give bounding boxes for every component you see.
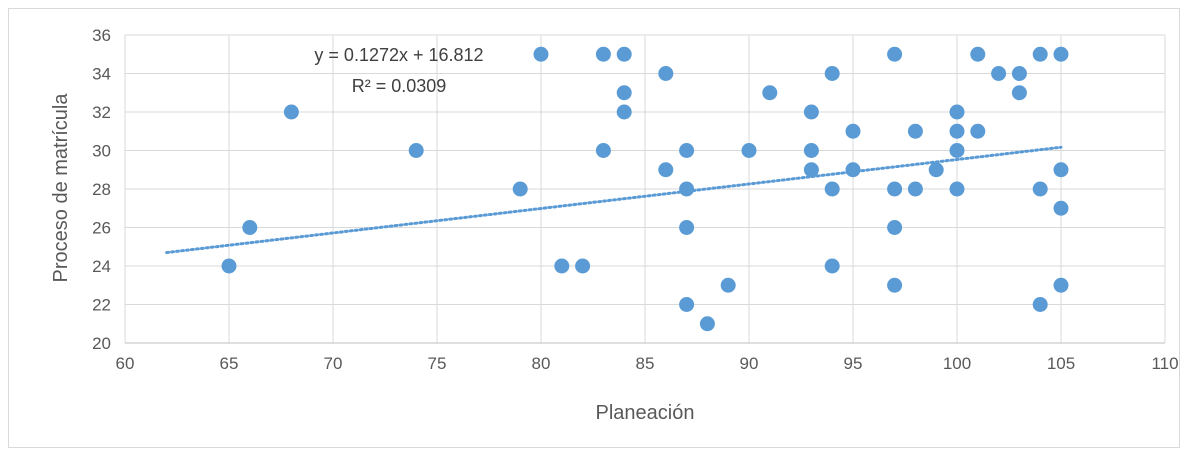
y-tick-label: 24 [92, 257, 111, 276]
data-point [616, 46, 632, 62]
data-point [887, 46, 903, 62]
data-point [408, 143, 424, 158]
data-point [512, 181, 528, 197]
data-point [887, 277, 903, 293]
data-point [533, 46, 549, 62]
y-tick-label: 20 [92, 334, 111, 353]
data-point [970, 46, 986, 62]
data-point [575, 258, 591, 274]
scatter-chart: 60 65 70 75 80 85 90 95 100 105 110 20 22 24 26 28 30 32 3… [50, 26, 1179, 424]
data-point [1032, 46, 1048, 62]
data-point [221, 258, 237, 274]
data-point [824, 66, 840, 81]
data-point [679, 297, 695, 312]
data-point [242, 220, 258, 235]
trendline-layer [165, 145, 1063, 255]
data-point [1053, 200, 1069, 216]
data-point [554, 258, 570, 274]
data-point [991, 66, 1007, 81]
x-tick-label: 100 [943, 354, 971, 373]
data-point [1053, 162, 1069, 178]
x-tick-label: 75 [428, 354, 447, 373]
linear-trendline [165, 145, 1063, 255]
data-point [658, 162, 674, 178]
data-point [658, 66, 674, 81]
x-tick-label: 105 [1047, 354, 1075, 373]
data-point [949, 143, 965, 158]
data-point [762, 85, 778, 101]
gridlines [124, 34, 1166, 344]
data-point [949, 123, 965, 139]
data-point [1032, 181, 1048, 197]
data-point [1032, 297, 1048, 312]
x-tick-label: 80 [532, 354, 551, 373]
data-point [928, 162, 944, 178]
data-point [907, 181, 923, 197]
data-point [679, 181, 695, 197]
y-tick-label: 22 [92, 296, 111, 315]
data-point [845, 162, 861, 178]
y-tick-label: 36 [92, 26, 111, 45]
data-point [595, 143, 611, 158]
chart-area: 60 65 70 75 80 85 90 95 100 105 110 20 22 24 26 28 30 32 3… [8, 8, 1180, 448]
data-point [824, 258, 840, 274]
data-point [803, 104, 819, 120]
data-point [679, 220, 695, 235]
data-point [949, 104, 965, 120]
data-point [1053, 46, 1069, 62]
y-tick-label: 34 [92, 65, 111, 84]
y-tick-label: 28 [92, 180, 111, 199]
y-axis-title: Proceso de matrícula [50, 93, 72, 283]
x-tick-label: 65 [220, 354, 239, 373]
data-point [803, 162, 819, 178]
data-point [283, 104, 299, 120]
x-tick-label: 110 [1151, 354, 1178, 373]
data-point [845, 123, 861, 139]
data-point [616, 104, 632, 120]
data-point [949, 181, 965, 197]
data-point [824, 181, 840, 197]
r-squared-label: R² = 0.0309 [352, 76, 447, 96]
data-point [887, 181, 903, 197]
data-point [616, 85, 632, 101]
x-tick-label: 90 [740, 354, 759, 373]
data-point [970, 123, 986, 139]
data-point [679, 143, 695, 158]
x-tick-label: 85 [636, 354, 655, 373]
data-point [1011, 85, 1027, 101]
y-tick-label: 30 [92, 142, 111, 161]
y-tick-label: 32 [92, 103, 111, 122]
data-point [699, 316, 715, 332]
data-points [221, 46, 1069, 332]
data-point [720, 277, 736, 293]
x-tick-label: 60 [116, 354, 135, 373]
y-tick-label: 26 [92, 219, 111, 238]
data-point [741, 143, 757, 158]
data-point [887, 220, 903, 235]
data-point [1053, 277, 1069, 293]
data-point [1011, 66, 1027, 81]
x-tick-label: 70 [324, 354, 343, 373]
x-tick-label: 95 [844, 354, 863, 373]
data-point [907, 123, 923, 139]
data-point [595, 46, 611, 62]
tick-labels: 60 65 70 75 80 85 90 95 100 105 110 20 22 24 26 28 30 32 3… [92, 26, 1178, 373]
x-axis-title: Planeación [596, 402, 695, 424]
trendline-equation: y = 0.1272x + 16.812 [314, 45, 483, 65]
data-point [803, 143, 819, 158]
